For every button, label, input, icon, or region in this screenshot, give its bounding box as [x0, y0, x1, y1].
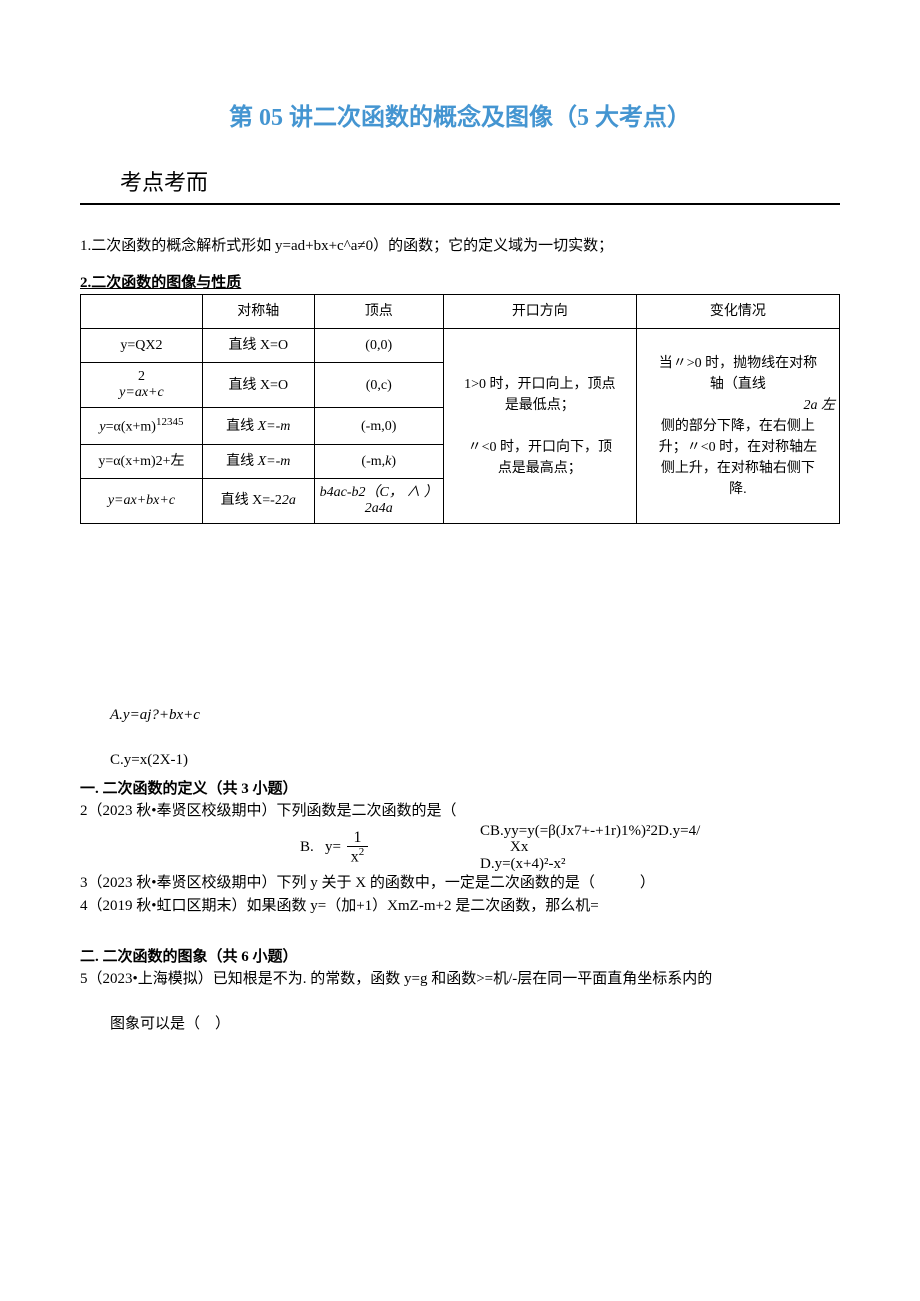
cell-fn: y=ax+bx+c — [81, 478, 203, 523]
table-row: 对称轴 顶点 开口方向 变化情况 — [81, 295, 840, 329]
dir-line: 〃<0 时，开口向下，顶 — [468, 440, 612, 455]
cell-axis: 直线 X=-m — [202, 408, 314, 445]
col-header-4: 变化情况 — [636, 295, 839, 329]
spacer — [80, 564, 840, 704]
vertex-top: b4ac-b2（C， ∧ ） — [320, 485, 438, 500]
page-title: 第 05 讲二次函数的概念及图像（5 大考点） — [80, 100, 840, 136]
q2-options-row: B. y= 1 x2 CB.yy=y(=β(Jx7+-+1r)1%)²2D.y=… — [300, 823, 840, 873]
table-row: y=QX2 直线 X=O (0,0) 1>0 时，开口向上，顶点 是最低点； 〃… — [81, 329, 840, 363]
cell-vertex: b4ac-b2（C， ∧ ） 2a4a — [314, 478, 443, 523]
cell-fn: y=α(x+m)2+左 — [81, 444, 203, 478]
table-heading: 2.二次函数的图像与性质 — [80, 272, 840, 295]
cell-axis: 直线 X=O — [202, 329, 314, 363]
cell-fn: y=QX2 — [81, 329, 203, 363]
cell-vertex: (0,0) — [314, 329, 443, 363]
chg-line: 降. — [729, 482, 747, 497]
cell-direction-merged: 1>0 时，开口向上，顶点 是最低点； 〃<0 时，开口向下，顶 点是最高点； — [443, 329, 636, 524]
cell-axis: 直线 X=O — [202, 363, 314, 408]
q2-option-cd: CB.yy=y(=β(Jx7+-+1r)1%)²2D.y=4/ Xx D.y=(… — [480, 823, 700, 873]
intro-definition: 1.二次函数的概念解析式形如 y=ad+bx+c^a≠0）的函数；它的定义域为一… — [80, 235, 840, 258]
sec1-heading: 一. 二次函数的定义（共 3 小题） — [80, 778, 840, 801]
cell-fn-bot: y=ax+c — [119, 385, 164, 400]
question-5: 5（2023•上海模拟）已知根是不为. 的常数，函数 y=g 和函数>=机/-层… — [80, 968, 840, 991]
frac-den: x2 — [347, 847, 369, 865]
chg-line: 2a 左 — [804, 398, 836, 413]
option-a: A.y=aj?+bx+c — [80, 704, 840, 727]
col-header-2: 顶点 — [314, 295, 443, 329]
chg-line: 升；〃<0 时，在对称轴左 — [659, 440, 817, 455]
question-2: 2（2023 秋•奉贤区校级期中）下列函数是二次函数的是（ — [80, 800, 840, 823]
col-header-0 — [81, 295, 203, 329]
section-heading: 考点考而 — [80, 166, 840, 205]
chg-line: 轴（直线 — [710, 377, 766, 392]
dir-line: 点是最高点； — [498, 461, 582, 476]
opt-b-label: B. — [300, 839, 314, 855]
question-5b: 图象可以是（ ） — [80, 1013, 840, 1036]
chg-line: 侧上升，在对称轴右侧下 — [661, 461, 815, 476]
cell-vertex: (-m,0) — [314, 408, 443, 445]
opt-cd-line2: Xx — [480, 839, 528, 855]
question-3: 3（2023 秋•奉贤区校级期中）下列 y 关于 X 的函数中，一定是二次函数的… — [80, 872, 840, 895]
q2-option-b: B. y= 1 x2 — [300, 830, 420, 865]
question-4: 4（2019 秋•虹口区期末）如果函数 y=（加+1）XmZ-m+2 是二次函数… — [80, 895, 840, 918]
cell-fn-top: 2 — [138, 369, 145, 384]
chg-line: 当〃>0 时，抛物线在对称 — [659, 356, 817, 371]
fraction-icon: 1 x2 — [347, 830, 369, 865]
col-header-3: 开口方向 — [443, 295, 636, 329]
cell-fn: 2 y=ax+c — [81, 363, 203, 408]
cell-fn: y=α(x+m)y=α(x+m)1234512345 — [81, 408, 203, 445]
cell-vertex: (0,c) — [314, 363, 443, 408]
sec2-heading: 二. 二次函数的图象（共 6 小题） — [80, 946, 840, 969]
col-header-1: 对称轴 — [202, 295, 314, 329]
frac-num: 1 — [347, 830, 369, 847]
cell-change-merged: 当〃>0 时，抛物线在对称 轴（直线 2a 左 侧的部分下降，在右侧上 升；〃<… — [636, 329, 839, 524]
chg-line: 侧的部分下降，在右侧上 — [661, 419, 815, 434]
vertex-bot: 2a4a — [365, 501, 393, 516]
property-table: 对称轴 顶点 开口方向 变化情况 y=QX2 直线 X=O (0,0) 1>0 … — [80, 294, 840, 524]
cell-axis: 直线 X=-m — [202, 444, 314, 478]
dir-line: 是最低点； — [505, 398, 575, 413]
opt-d: D.y=(x+4)²-x² — [480, 856, 565, 872]
dir-line: 1>0 时，开口向上，顶点 — [464, 377, 615, 392]
cell-axis: 直线 X=-22a — [202, 478, 314, 523]
cell-vertex: (-m,k) — [314, 444, 443, 478]
opt-cd-line1: CB.yy=y(=β(Jx7+-+1r)1%)²2D.y=4/ — [480, 823, 700, 839]
option-c-first: C.y=x(2X-1) — [80, 749, 840, 772]
